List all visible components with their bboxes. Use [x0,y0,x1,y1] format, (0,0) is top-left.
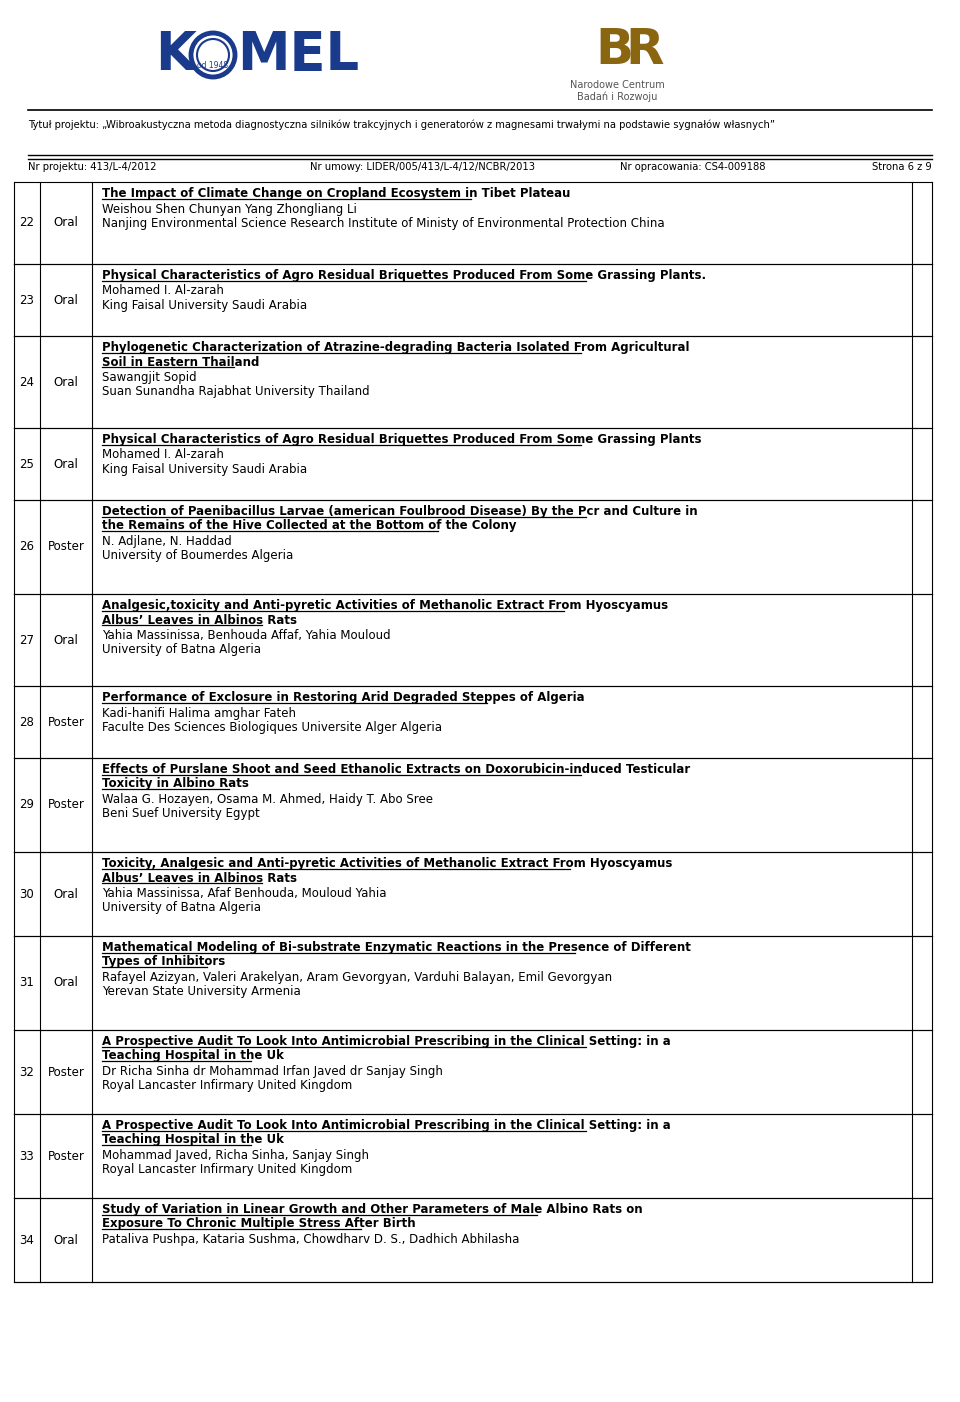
Text: od 1948: od 1948 [198,60,228,70]
Text: Walaa G. Hozayen, Osama M. Ahmed, Haidy T. Abo Sree: Walaa G. Hozayen, Osama M. Ahmed, Haidy … [102,794,433,806]
Text: Poster: Poster [48,541,84,554]
Text: Detection of Paenibacillus Larvae (american Foulbrood Disease) By the Pcr and Cu: Detection of Paenibacillus Larvae (ameri… [102,505,698,517]
Text: Nr opracowania: CS4-009188: Nr opracowania: CS4-009188 [620,163,765,172]
Text: 24: 24 [19,376,35,388]
Text: Sawangjit Sopid: Sawangjit Sopid [102,372,197,384]
Text: Study of Variation in Linear Growth and Other Parameters of Male Albino Rats on: Study of Variation in Linear Growth and … [102,1203,642,1216]
Text: K: K [155,29,196,81]
Text: Kadi-hanifi Halima amghar Fateh: Kadi-hanifi Halima amghar Fateh [102,707,296,719]
Text: The Impact of Climate Change on Cropland Ecosystem in Tibet Plateau: The Impact of Climate Change on Cropland… [102,186,570,200]
Text: Oral: Oral [54,293,79,307]
Text: Soil in Eastern Thailand: Soil in Eastern Thailand [102,356,259,369]
Text: Poster: Poster [48,1066,84,1078]
Text: Oral: Oral [54,887,79,900]
Text: B: B [595,27,634,74]
Text: Rafayel Azizyan, Valeri Arakelyan, Aram Gevorgyan, Varduhi Balayan, Emil Gevorgy: Rafayel Azizyan, Valeri Arakelyan, Aram … [102,972,612,984]
Text: Yerevan State University Armenia: Yerevan State University Armenia [102,986,300,998]
Text: Toxicity, Analgesic and Anti-pyretic Activities of Methanolic Extract From Hyosc: Toxicity, Analgesic and Anti-pyretic Act… [102,857,672,871]
Text: University of Boumerdes Algeria: University of Boumerdes Algeria [102,550,293,562]
Text: Royal Lancaster Infirmary United Kingdom: Royal Lancaster Infirmary United Kingdom [102,1164,352,1176]
Text: MEL: MEL [237,29,359,81]
Text: Teaching Hospital in the Uk: Teaching Hospital in the Uk [102,1050,284,1063]
Text: Oral: Oral [54,457,79,471]
Text: 33: 33 [19,1150,35,1162]
Text: 26: 26 [19,541,35,554]
Text: Dr Richa Sinha dr Mohammad Irfan Javed dr Sanjay Singh: Dr Richa Sinha dr Mohammad Irfan Javed d… [102,1066,443,1078]
Text: Exposure To Chronic Multiple Stress After Birth: Exposure To Chronic Multiple Stress Afte… [102,1217,416,1231]
Text: Badań i Rozwoju: Badań i Rozwoju [577,91,658,102]
Text: Oral: Oral [54,977,79,990]
Text: Narodowe Centrum: Narodowe Centrum [569,80,664,90]
Text: Beni Suef University Egypt: Beni Suef University Egypt [102,808,260,820]
Text: Types of Inhibitors: Types of Inhibitors [102,956,226,969]
Text: Nr umowy: LIDER/005/413/L-4/12/NCBR/2013: Nr umowy: LIDER/005/413/L-4/12/NCBR/2013 [310,163,535,172]
Text: Teaching Hospital in the Uk: Teaching Hospital in the Uk [102,1133,284,1147]
Text: 22: 22 [19,216,35,230]
Text: Mathematical Modeling of Bi-substrate Enzymatic Reactions in the Presence of Dif: Mathematical Modeling of Bi-substrate En… [102,941,691,953]
Text: 29: 29 [19,799,35,812]
Text: 28: 28 [19,715,35,729]
Text: Suan Sunandha Rajabhat University Thailand: Suan Sunandha Rajabhat University Thaila… [102,386,370,398]
Text: R: R [625,27,663,74]
Text: Analgesic,toxicity and Anti-pyretic Activities of Methanolic Extract From Hyoscy: Analgesic,toxicity and Anti-pyretic Acti… [102,599,668,613]
Text: Weishou Shen Chunyan Yang Zhongliang Li: Weishou Shen Chunyan Yang Zhongliang Li [102,202,357,216]
Text: Effects of Purslane Shoot and Seed Ethanolic Extracts on Doxorubicin-induced Tes: Effects of Purslane Shoot and Seed Ethan… [102,763,690,775]
Text: Poster: Poster [48,715,84,729]
Text: A Prospective Audit To Look Into Antimicrobial Prescribing in the Clinical Setti: A Prospective Audit To Look Into Antimic… [102,1035,671,1049]
Text: University of Batna Algeria: University of Batna Algeria [102,901,261,914]
Text: the Remains of the Hive Collected at the Bottom of the Colony: the Remains of the Hive Collected at the… [102,520,516,533]
Text: Performance of Exclosure in Restoring Arid Degraded Steppes of Algeria: Performance of Exclosure in Restoring Ar… [102,691,585,704]
Text: Oral: Oral [54,376,79,388]
Text: 32: 32 [19,1066,35,1078]
Text: Pataliva Pushpa, Kataria Sushma, Chowdharv D. S., Dadhich Abhilasha: Pataliva Pushpa, Kataria Sushma, Chowdha… [102,1232,519,1246]
Text: Royal Lancaster Infirmary United Kingdom: Royal Lancaster Infirmary United Kingdom [102,1080,352,1092]
Text: Mohammad Javed, Richa Sinha, Sanjay Singh: Mohammad Javed, Richa Sinha, Sanjay Sing… [102,1150,369,1162]
Text: Tytuł projektu: „Wibroakustyczna metoda diagnostyczna silników trakcyjnych i gen: Tytuł projektu: „Wibroakustyczna metoda … [28,121,775,130]
Text: Yahia Massinissa, Afaf Benhouda, Mouloud Yahia: Yahia Massinissa, Afaf Benhouda, Mouloud… [102,887,387,900]
Text: A Prospective Audit To Look Into Antimicrobial Prescribing in the Clinical Setti: A Prospective Audit To Look Into Antimic… [102,1119,671,1131]
Text: Phylogenetic Characterization of Atrazine-degrading Bacteria Isolated From Agric: Phylogenetic Characterization of Atrazin… [102,341,689,353]
Text: 23: 23 [19,293,35,307]
Text: Mohamed I. Al-zarah: Mohamed I. Al-zarah [102,449,224,461]
Text: Oral: Oral [54,216,79,230]
Text: Yahia Massinissa, Benhouda Affaf, Yahia Mouloud: Yahia Massinissa, Benhouda Affaf, Yahia … [102,629,391,642]
Text: Toxicity in Albino Rats: Toxicity in Albino Rats [102,778,249,791]
Text: University of Batna Algeria: University of Batna Algeria [102,644,261,656]
Text: Strona 6 z 9: Strona 6 z 9 [873,163,932,172]
Text: Nr projektu: 413/L-4/2012: Nr projektu: 413/L-4/2012 [28,163,156,172]
Text: Faculte Des Sciences Biologiques Universite Alger Algeria: Faculte Des Sciences Biologiques Univers… [102,721,442,735]
Text: King Faisal University Saudi Arabia: King Faisal University Saudi Arabia [102,299,307,313]
Text: Poster: Poster [48,1150,84,1162]
Text: 25: 25 [19,457,35,471]
Text: Poster: Poster [48,799,84,812]
Text: 30: 30 [19,887,35,900]
Text: 34: 34 [19,1234,35,1246]
Text: 27: 27 [19,634,35,646]
Text: Oral: Oral [54,634,79,646]
Text: Albus’ Leaves in Albinos Rats: Albus’ Leaves in Albinos Rats [102,614,297,627]
Text: King Faisal University Saudi Arabia: King Faisal University Saudi Arabia [102,463,307,477]
Text: Mohamed I. Al-zarah: Mohamed I. Al-zarah [102,285,224,297]
Text: Albus’ Leaves in Albinos Rats: Albus’ Leaves in Albinos Rats [102,872,297,885]
Text: Physical Characteristics of Agro Residual Briquettes Produced From Some Grassing: Physical Characteristics of Agro Residua… [102,433,702,446]
Text: N. Adjlane, N. Haddad: N. Adjlane, N. Haddad [102,536,231,548]
Text: Physical Characteristics of Agro Residual Briquettes Produced From Some Grassing: Physical Characteristics of Agro Residua… [102,269,707,282]
Text: Oral: Oral [54,1234,79,1246]
Text: 31: 31 [19,977,35,990]
Text: Nanjing Environmental Science Research Institute of Ministy of Environmental Pro: Nanjing Environmental Science Research I… [102,217,664,230]
